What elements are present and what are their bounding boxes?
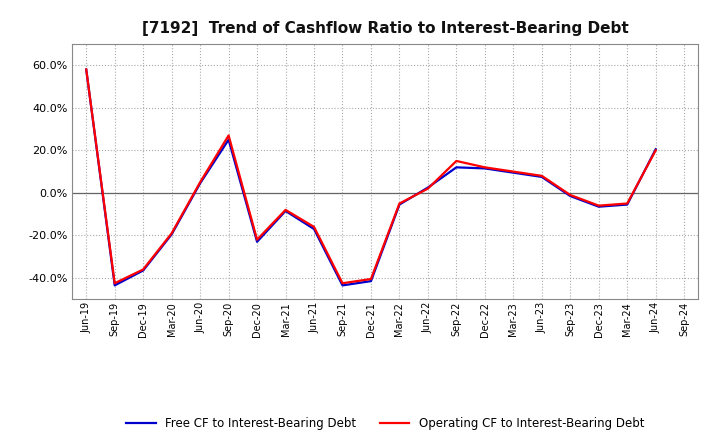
Free CF to Interest-Bearing Debt bbox=[509, 170, 518, 175]
Line: Operating CF to Interest-Bearing Debt: Operating CF to Interest-Bearing Debt bbox=[86, 70, 656, 283]
Operating CF to Interest-Bearing Debt bbox=[338, 281, 347, 286]
Legend: Free CF to Interest-Bearing Debt, Operating CF to Interest-Bearing Debt: Free CF to Interest-Bearing Debt, Operat… bbox=[122, 412, 649, 435]
Operating CF to Interest-Bearing Debt bbox=[82, 67, 91, 72]
Free CF to Interest-Bearing Debt bbox=[225, 137, 233, 142]
Operating CF to Interest-Bearing Debt bbox=[509, 169, 518, 174]
Operating CF to Interest-Bearing Debt bbox=[282, 207, 290, 213]
Free CF to Interest-Bearing Debt bbox=[395, 202, 404, 207]
Operating CF to Interest-Bearing Debt bbox=[395, 201, 404, 206]
Title: [7192]  Trend of Cashflow Ratio to Interest-Bearing Debt: [7192] Trend of Cashflow Ratio to Intere… bbox=[142, 21, 629, 36]
Free CF to Interest-Bearing Debt bbox=[338, 283, 347, 288]
Operating CF to Interest-Bearing Debt bbox=[139, 267, 148, 272]
Operating CF to Interest-Bearing Debt bbox=[623, 201, 631, 206]
Operating CF to Interest-Bearing Debt bbox=[225, 133, 233, 138]
Operating CF to Interest-Bearing Debt bbox=[253, 237, 261, 242]
Operating CF to Interest-Bearing Debt bbox=[110, 281, 119, 286]
Operating CF to Interest-Bearing Debt bbox=[310, 224, 318, 230]
Free CF to Interest-Bearing Debt bbox=[480, 166, 489, 171]
Free CF to Interest-Bearing Debt bbox=[139, 268, 148, 273]
Free CF to Interest-Bearing Debt bbox=[452, 165, 461, 170]
Operating CF to Interest-Bearing Debt bbox=[652, 148, 660, 153]
Free CF to Interest-Bearing Debt bbox=[366, 279, 375, 284]
Operating CF to Interest-Bearing Debt bbox=[167, 231, 176, 236]
Free CF to Interest-Bearing Debt bbox=[623, 202, 631, 207]
Operating CF to Interest-Bearing Debt bbox=[480, 165, 489, 170]
Free CF to Interest-Bearing Debt bbox=[652, 147, 660, 152]
Operating CF to Interest-Bearing Debt bbox=[423, 186, 432, 191]
Free CF to Interest-Bearing Debt bbox=[310, 226, 318, 231]
Free CF to Interest-Bearing Debt bbox=[253, 239, 261, 245]
Operating CF to Interest-Bearing Debt bbox=[537, 173, 546, 179]
Operating CF to Interest-Bearing Debt bbox=[196, 180, 204, 185]
Operating CF to Interest-Bearing Debt bbox=[452, 158, 461, 164]
Free CF to Interest-Bearing Debt bbox=[423, 185, 432, 190]
Free CF to Interest-Bearing Debt bbox=[595, 204, 603, 209]
Free CF to Interest-Bearing Debt bbox=[537, 174, 546, 180]
Operating CF to Interest-Bearing Debt bbox=[595, 203, 603, 208]
Free CF to Interest-Bearing Debt bbox=[82, 67, 91, 72]
Operating CF to Interest-Bearing Debt bbox=[566, 192, 575, 198]
Line: Free CF to Interest-Bearing Debt: Free CF to Interest-Bearing Debt bbox=[86, 70, 656, 286]
Free CF to Interest-Bearing Debt bbox=[110, 283, 119, 288]
Free CF to Interest-Bearing Debt bbox=[167, 232, 176, 237]
Free CF to Interest-Bearing Debt bbox=[282, 208, 290, 213]
Free CF to Interest-Bearing Debt bbox=[566, 194, 575, 199]
Free CF to Interest-Bearing Debt bbox=[196, 181, 204, 186]
Operating CF to Interest-Bearing Debt bbox=[366, 276, 375, 282]
